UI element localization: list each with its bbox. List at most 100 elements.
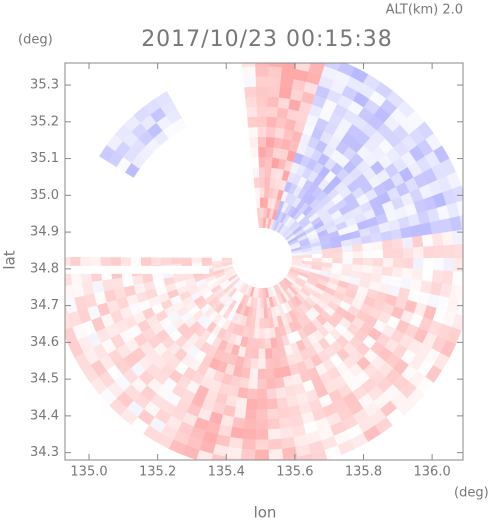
radar-cell (286, 287, 296, 298)
radar-cell (280, 190, 289, 203)
radar-cell (312, 201, 325, 214)
radar-cell (266, 307, 273, 319)
radar-cell (256, 389, 267, 400)
radar-cell (172, 429, 191, 446)
radar-cell (302, 179, 314, 192)
radar-cell (252, 338, 260, 349)
radar-cell (394, 296, 408, 311)
radar-cell (204, 274, 217, 283)
radar-cell (305, 208, 317, 220)
radar-cell (298, 370, 312, 384)
radar-cell (446, 171, 462, 190)
radar-cell (341, 245, 353, 253)
radar-cell (318, 165, 331, 179)
radar-cell (359, 322, 374, 336)
radar-cell (329, 328, 342, 342)
radar-cell (108, 397, 127, 416)
radar-cell (270, 167, 279, 179)
radar-cell (404, 202, 418, 218)
radar-cell (212, 266, 224, 272)
radar-cell (356, 219, 370, 231)
radar-cell (456, 200, 463, 218)
radar-cell (188, 305, 201, 317)
radar-cell (255, 419, 268, 430)
radar-cell (259, 308, 265, 319)
radar-cell (280, 280, 290, 290)
radar-cell (413, 327, 429, 345)
radar-cell (291, 260, 303, 264)
radar-cell (336, 439, 356, 456)
radar-cell (351, 186, 366, 200)
radar-cell (336, 167, 350, 182)
radar-cell (293, 382, 306, 396)
radar-cell (158, 316, 173, 330)
radar-cell (298, 101, 313, 115)
radar-cell (167, 310, 181, 324)
radar-cell (251, 156, 260, 168)
radar-cell (198, 440, 216, 455)
radar-cell (263, 217, 267, 229)
radar-cell (181, 327, 195, 341)
radar-cell (401, 134, 418, 152)
radar-cell (239, 448, 256, 460)
radar-cell (123, 314, 138, 330)
radar-cell (266, 116, 278, 128)
radar-cell (246, 388, 258, 400)
radar-cell (297, 274, 309, 282)
radar-cell (249, 358, 259, 370)
radar-cell (205, 321, 217, 334)
radar-cell (275, 117, 288, 130)
radar-cell (143, 280, 156, 292)
radar-cell (338, 204, 352, 216)
radar-cell (265, 388, 277, 400)
radar-cell (217, 339, 229, 352)
radar-cell (294, 444, 311, 458)
radar-cell (359, 303, 373, 316)
radar-cell (270, 198, 277, 210)
radar-cell (277, 97, 291, 110)
radar-cell (236, 324, 245, 337)
radar-cell (73, 294, 88, 311)
radar-cell (352, 258, 364, 266)
radar-cell (416, 121, 435, 141)
radar-cell (340, 415, 359, 432)
radar-cell (314, 63, 327, 67)
radar-cell (205, 332, 217, 346)
radar-cell (193, 325, 207, 338)
radar-cell (347, 199, 361, 212)
radar-cell (160, 257, 172, 266)
radar-cell (291, 262, 303, 267)
radar-cell (284, 289, 294, 301)
radar-cell (91, 279, 105, 294)
radar-cell (324, 63, 342, 72)
radar-cell (86, 331, 102, 349)
chart-title: 2017/10/23 00:15:38 (141, 27, 393, 52)
radar-cell (341, 263, 353, 272)
radar-cell (233, 334, 243, 347)
radar-cell (238, 377, 250, 389)
radar-cell (182, 272, 195, 281)
radar-cell (246, 296, 253, 308)
radar-cell (323, 332, 337, 346)
radar-cell (290, 266, 301, 273)
radar-cell (267, 287, 272, 298)
radar-cell (288, 270, 299, 278)
radar-cell (288, 285, 299, 296)
radar-cell (239, 315, 248, 327)
radar-cell (306, 229, 318, 238)
radar-cell (241, 283, 249, 295)
radar-cell (205, 345, 218, 358)
radar-cell (317, 325, 330, 338)
radar-cell (349, 432, 369, 450)
radar-cell (332, 397, 348, 413)
radar-cell (260, 217, 264, 229)
radar-cell (185, 281, 198, 291)
radar-cell (263, 197, 269, 209)
radar-cell (297, 290, 309, 301)
radar-cell (238, 304, 247, 316)
radar-cell (243, 347, 253, 359)
radar-cell (93, 290, 107, 306)
radar-cell (451, 185, 463, 204)
radar-cell (260, 207, 265, 218)
radar-cell (301, 247, 313, 253)
